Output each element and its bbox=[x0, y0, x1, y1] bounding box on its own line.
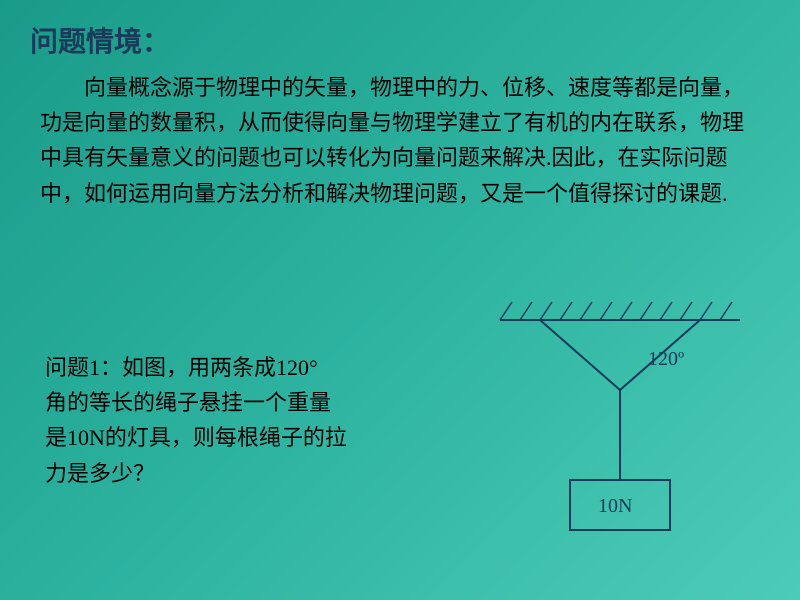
problem-line-1: 问题1：如图，用两条成120° bbox=[45, 355, 318, 380]
svg-text:10N: 10N bbox=[598, 495, 632, 517]
svg-text:120º: 120º bbox=[648, 348, 684, 370]
physics-diagram: 120º 10N bbox=[460, 290, 760, 570]
problem-line-4: 力是多少？ bbox=[45, 461, 155, 486]
main-paragraph: 向量概念源于物理中的矢量，物理中的力、位移、速度等都是向量，功是向量的数量积，从… bbox=[40, 70, 760, 211]
problem-text: 问题1：如图，用两条成120° 角的等长的绳子悬挂一个重量 是10N的灯具，则每… bbox=[45, 350, 425, 491]
problem-line-3: 是10N的灯具，则每根绳子的拉 bbox=[45, 425, 347, 450]
problem-line-2: 角的等长的绳子悬挂一个重量 bbox=[45, 390, 331, 415]
slide-title: 问题情境： bbox=[30, 20, 170, 60]
